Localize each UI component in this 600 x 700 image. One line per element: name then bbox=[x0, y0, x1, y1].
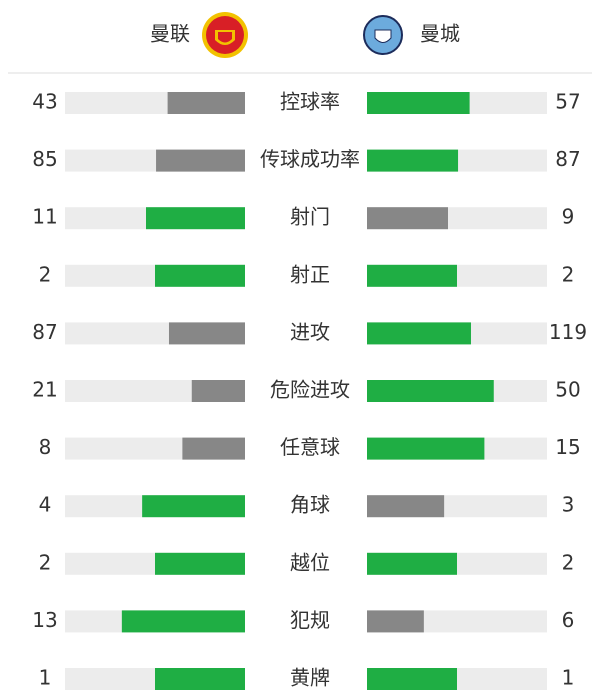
away-bar bbox=[367, 552, 457, 575]
away-bar bbox=[367, 207, 448, 230]
away-value: 119 bbox=[549, 320, 587, 344]
stat-label: 传球成功率 bbox=[260, 147, 360, 171]
home-bar bbox=[146, 207, 245, 230]
home-bar bbox=[142, 495, 245, 518]
home-bar bbox=[121, 610, 245, 633]
away-value: 9 bbox=[562, 205, 575, 229]
stat-label: 控球率 bbox=[280, 90, 340, 114]
home-value: 8 bbox=[39, 435, 52, 459]
stat-label: 越位 bbox=[290, 550, 330, 574]
stat-label: 射门 bbox=[290, 205, 330, 229]
away-value: 57 bbox=[555, 90, 580, 114]
home-value: 21 bbox=[32, 378, 57, 402]
away-bar bbox=[367, 264, 457, 287]
home-bar bbox=[156, 149, 245, 172]
home-team: 曼联 bbox=[150, 22, 190, 46]
away-bar bbox=[367, 149, 459, 172]
home-value: 4 bbox=[39, 493, 52, 517]
home-value: 1 bbox=[39, 666, 52, 690]
home-value: 43 bbox=[32, 90, 57, 114]
home-bar bbox=[168, 322, 245, 345]
away-bar bbox=[367, 437, 485, 460]
stat-label: 危险进攻 bbox=[270, 378, 350, 402]
home-value: 85 bbox=[32, 147, 57, 171]
home-value: 2 bbox=[39, 262, 52, 286]
home-value: 13 bbox=[32, 608, 57, 632]
home-bar bbox=[155, 552, 245, 575]
home-bar bbox=[191, 380, 245, 402]
stat-label: 射正 bbox=[290, 262, 330, 286]
away-value: 6 bbox=[562, 608, 575, 632]
away-value: 3 bbox=[562, 493, 575, 517]
away-bar bbox=[367, 610, 424, 633]
stat-label: 进攻 bbox=[290, 320, 330, 344]
away-value: 1 bbox=[562, 666, 575, 690]
home-bar bbox=[155, 264, 245, 287]
home-value: 2 bbox=[39, 550, 52, 574]
stat-label: 犯规 bbox=[290, 608, 330, 632]
away-value: 2 bbox=[562, 550, 575, 574]
away-bar bbox=[367, 380, 494, 402]
home-bar bbox=[167, 92, 245, 114]
away-value: 15 bbox=[555, 435, 580, 459]
home-value: 11 bbox=[32, 205, 57, 229]
home-value: 87 bbox=[32, 320, 57, 344]
home-bar bbox=[155, 668, 245, 690]
away-value: 50 bbox=[555, 378, 580, 402]
away-bar bbox=[367, 92, 470, 114]
away-value: 87 bbox=[555, 147, 580, 171]
away-logo bbox=[363, 15, 403, 55]
stat-label: 角球 bbox=[290, 493, 330, 517]
away-team: 曼城 bbox=[420, 22, 460, 46]
away-value: 2 bbox=[562, 262, 575, 286]
stat-label: 任意球 bbox=[280, 435, 340, 459]
away-bar bbox=[367, 322, 471, 345]
away-bar bbox=[367, 668, 457, 690]
stat-label: 黄牌 bbox=[290, 666, 330, 690]
away-bar bbox=[367, 495, 445, 518]
home-bar bbox=[182, 437, 245, 460]
home-logo bbox=[202, 12, 248, 58]
